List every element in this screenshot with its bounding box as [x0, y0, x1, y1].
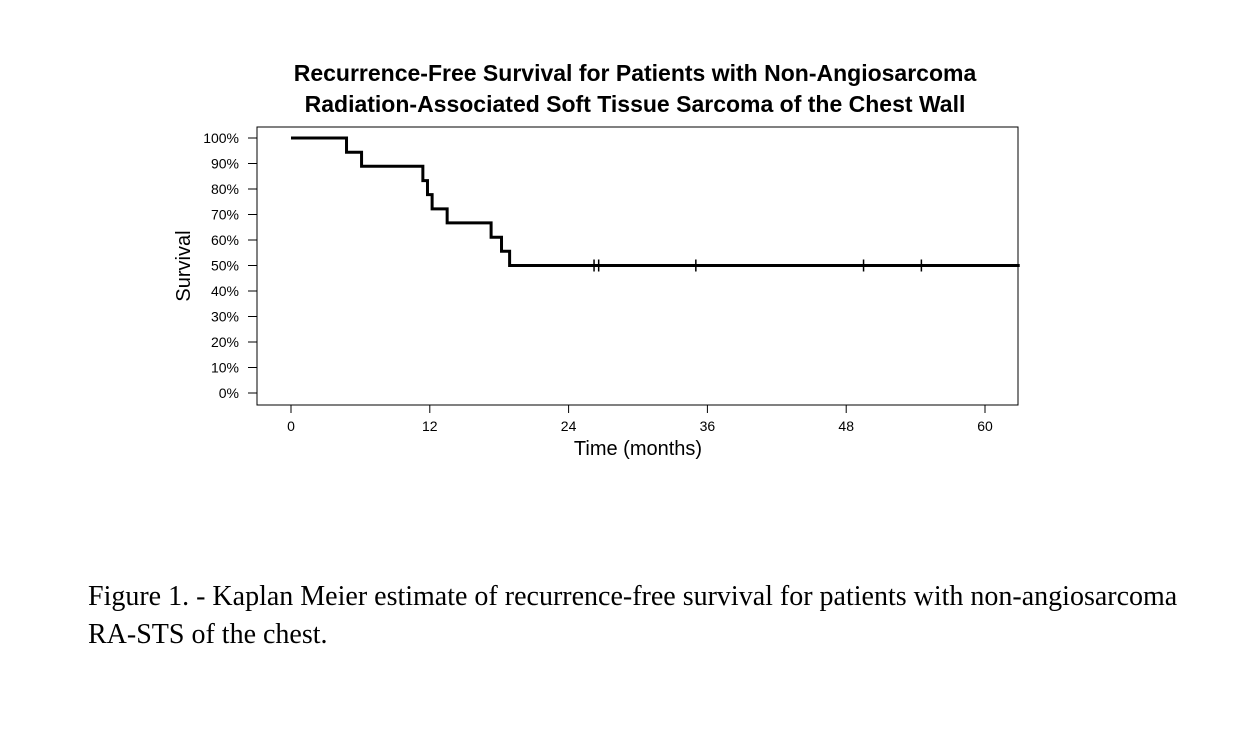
y-tick-label: 20%	[211, 334, 239, 350]
y-tick-label: 40%	[211, 283, 239, 299]
x-tick-label: 36	[700, 418, 716, 434]
y-tick-label: 50%	[211, 258, 239, 274]
y-tick-label: 60%	[211, 232, 239, 248]
y-tick-label: 0%	[219, 385, 239, 401]
figure-caption: Figure 1. - Kaplan Meier estimate of rec…	[88, 581, 1178, 650]
y-tick-label: 90%	[211, 156, 239, 172]
x-tick-label: 24	[561, 418, 577, 434]
y-tick-label: 30%	[211, 309, 239, 325]
x-tick-label: 12	[422, 418, 438, 434]
y-tick-label: 80%	[211, 181, 239, 197]
survival-step-line	[291, 136, 1020, 267]
km-chart: 0% 10% 20% 30% 40% 50% 60% 70% 80% 90% 100% 0 12 24 3…	[173, 126, 1020, 460]
chart-title-line-1: Recurrence-Free Survival for Patients wi…	[293, 60, 977, 86]
x-axis-label: Time (months)	[574, 438, 702, 460]
y-axis-label: Survival	[173, 230, 195, 301]
chart-title-line-2: Radiation-Associated Soft Tissue Sarcoma…	[304, 91, 966, 117]
x-tick-label: 48	[838, 418, 854, 434]
y-tick-label: 70%	[211, 207, 239, 223]
x-tick-label: 60	[977, 418, 993, 434]
y-tick-label: 10%	[211, 360, 239, 376]
y-tick-label: 100%	[203, 130, 239, 146]
x-tick-label: 0	[287, 418, 295, 434]
